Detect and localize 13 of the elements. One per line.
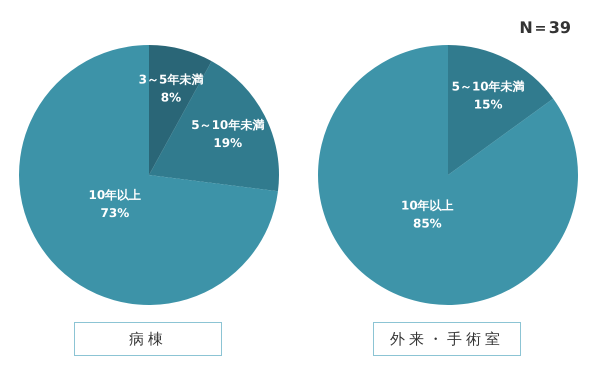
data-label: 8% <box>160 90 182 104</box>
slice-label: 3～5年未満 <box>138 72 204 86</box>
data-label: 73% <box>100 206 130 220</box>
text: 外来・手術室 <box>373 322 521 356</box>
slice-label: 5～10年未満 <box>452 79 525 94</box>
text: 病棟 <box>74 322 222 356</box>
slice-label: 5～10年未満 <box>191 118 264 132</box>
data-label: 85% <box>412 216 442 231</box>
text: N＝39 <box>519 18 571 39</box>
data-label: 15% <box>474 97 502 112</box>
slice-label: 10年以上 <box>88 188 142 202</box>
data-label: 19% <box>213 136 242 150</box>
slice-label: 10年以上 <box>400 198 454 213</box>
